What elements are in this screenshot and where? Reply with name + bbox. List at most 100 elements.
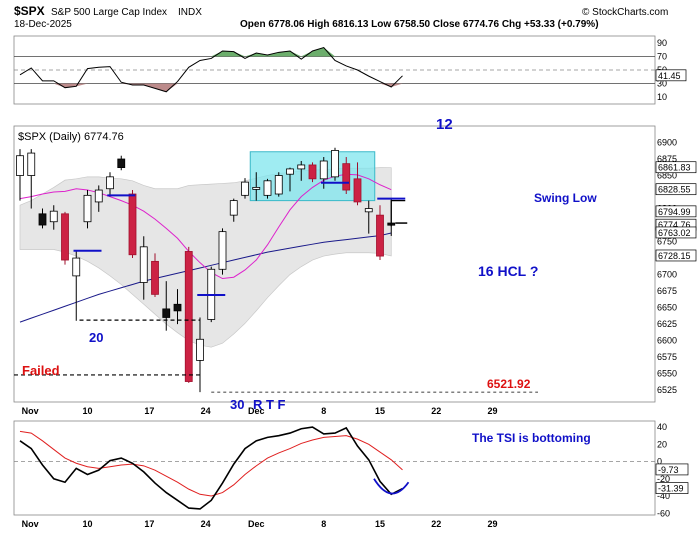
- price-tick-label: 6525: [657, 385, 677, 395]
- tsi-x-tick: 24: [201, 519, 211, 529]
- tsi-tick-label: -40: [657, 491, 670, 501]
- candle-body: [297, 164, 306, 170]
- price-tick-label: 6625: [657, 319, 677, 329]
- candle-body: [376, 214, 384, 257]
- candle-body: [196, 338, 204, 361]
- credit-label: © StockCharts.com: [582, 7, 668, 18]
- rsi-current-label: 41.45: [658, 71, 681, 81]
- candle-body: [61, 213, 69, 261]
- price-x-tick: 8: [321, 406, 326, 416]
- price-x-tick: 22: [431, 406, 441, 416]
- candle-body: [117, 158, 126, 168]
- rsi-current-box: [655, 69, 687, 82]
- price-right-box: [655, 249, 697, 262]
- ma200-line: [19, 232, 392, 323]
- price-x-tick: Nov: [22, 406, 39, 416]
- price-x-tick: 10: [82, 406, 92, 416]
- tsi-x-tick: 8: [321, 519, 326, 529]
- ticker-symbol: $SPX: [14, 4, 45, 18]
- tsi-x-tick: 15: [375, 519, 385, 529]
- candle-body: [364, 208, 373, 213]
- price-right-label: 6861.83: [658, 163, 691, 173]
- candle-body: [72, 257, 81, 277]
- tsi-current-box: [655, 482, 689, 494]
- tsi-x-tick: 29: [487, 519, 497, 529]
- candle-body: [252, 187, 261, 190]
- price-right-label: 6728.15: [658, 251, 691, 261]
- price-x-tick: 17: [144, 406, 154, 416]
- price-tick-label: 6875: [657, 154, 677, 164]
- price-x-tick: Dec: [248, 406, 265, 416]
- candle-body: [218, 231, 227, 270]
- tsi-line: [19, 426, 403, 510]
- rsi-overbought-fill: [211, 47, 335, 57]
- annot-hcl: 16 HCL ?: [478, 263, 538, 279]
- candle-body: [241, 181, 249, 196]
- ma50-line: [19, 173, 392, 280]
- tsi-x-tick: 22: [431, 519, 441, 529]
- tsi-tick-label: -60: [657, 508, 670, 518]
- rsi-line: [19, 46, 403, 93]
- tsi-bottoming-arc: [373, 478, 410, 495]
- candle-body: [286, 168, 294, 175]
- tsi-tick-label: 20: [657, 439, 667, 449]
- rsi-frame: [13, 35, 656, 105]
- candle-body: [139, 246, 148, 283]
- price-tick-label: 6650: [657, 303, 677, 313]
- rsi-panel: 907050301041.45: [13, 35, 687, 105]
- price-right-label: 6794.99: [658, 207, 691, 217]
- candle-body: [49, 210, 58, 223]
- price-right-box: [655, 161, 697, 174]
- price-tick-label: 6850: [657, 171, 677, 181]
- price-tick-label: 6575: [657, 352, 677, 362]
- rsi-tick-label: 10: [657, 92, 667, 102]
- rsi-tick-label: 70: [657, 51, 667, 61]
- ohlc-summary: Open 6778.06 High 6816.13 Low 6758.50 Cl…: [240, 19, 599, 30]
- tsi-annotation: The TSI is bottoming: [472, 431, 591, 445]
- candle-body: [263, 180, 272, 196]
- tsi-panel: 40 20 0 -20 -40 -60 -9.73 -31.39 The TSI is bott…: [13, 420, 689, 529]
- price-tick-label: 6700: [657, 270, 677, 280]
- price-right-box: [655, 226, 697, 239]
- annot-failed: Failed: [22, 363, 60, 378]
- candle-body: [128, 193, 137, 256]
- tsi-x-tick: Dec: [248, 519, 265, 529]
- annot-swing-low: Swing Low: [534, 191, 597, 205]
- swing-low-bracket: [390, 200, 406, 227]
- tsi-x-tick: 17: [144, 519, 154, 529]
- candle-body: [94, 189, 103, 203]
- candle-body: [353, 178, 362, 203]
- tsi-tick-label: 0: [657, 457, 662, 467]
- candle-body: [38, 213, 47, 226]
- price-x-tick: 24: [201, 406, 211, 416]
- price-right-label: 6774.76: [658, 220, 691, 230]
- candle-body: [162, 308, 171, 318]
- rsi-tick-label: 90: [657, 38, 667, 48]
- candle-body: [274, 175, 283, 195]
- tsi-current-label: -31.39: [658, 484, 684, 494]
- candle-body: [106, 176, 114, 190]
- index-name: S&P 500 Large Cap Index: [51, 7, 167, 18]
- tsi-x-tick: Nov: [22, 519, 39, 529]
- price-tick-label: 6600: [657, 336, 677, 346]
- price-tick-label: 6900: [657, 138, 677, 148]
- tsi-x-tick: 10: [82, 519, 92, 529]
- exchange-label: INDX: [178, 7, 202, 18]
- candle-body: [229, 200, 238, 216]
- rsi-tick-label: 30: [657, 79, 667, 89]
- bollinger-band: [19, 167, 392, 348]
- candle-body: [319, 160, 328, 180]
- annot-rtf: R T F: [253, 397, 286, 412]
- price-right-label: 6763.02: [658, 228, 691, 238]
- candle-body: [173, 303, 182, 312]
- tsi-current-box: [655, 463, 689, 476]
- price-tick-label: 6675: [657, 286, 677, 296]
- tsi-tick-label: -20: [657, 474, 670, 484]
- tsi-tick-label: 40: [657, 422, 667, 432]
- annot-20: 20: [89, 330, 103, 345]
- annot-12: 12: [436, 116, 453, 133]
- price-right-label: 6828.55: [658, 185, 691, 195]
- price-x-tick: 15: [375, 406, 385, 416]
- price-tick-label: 6750: [657, 237, 677, 247]
